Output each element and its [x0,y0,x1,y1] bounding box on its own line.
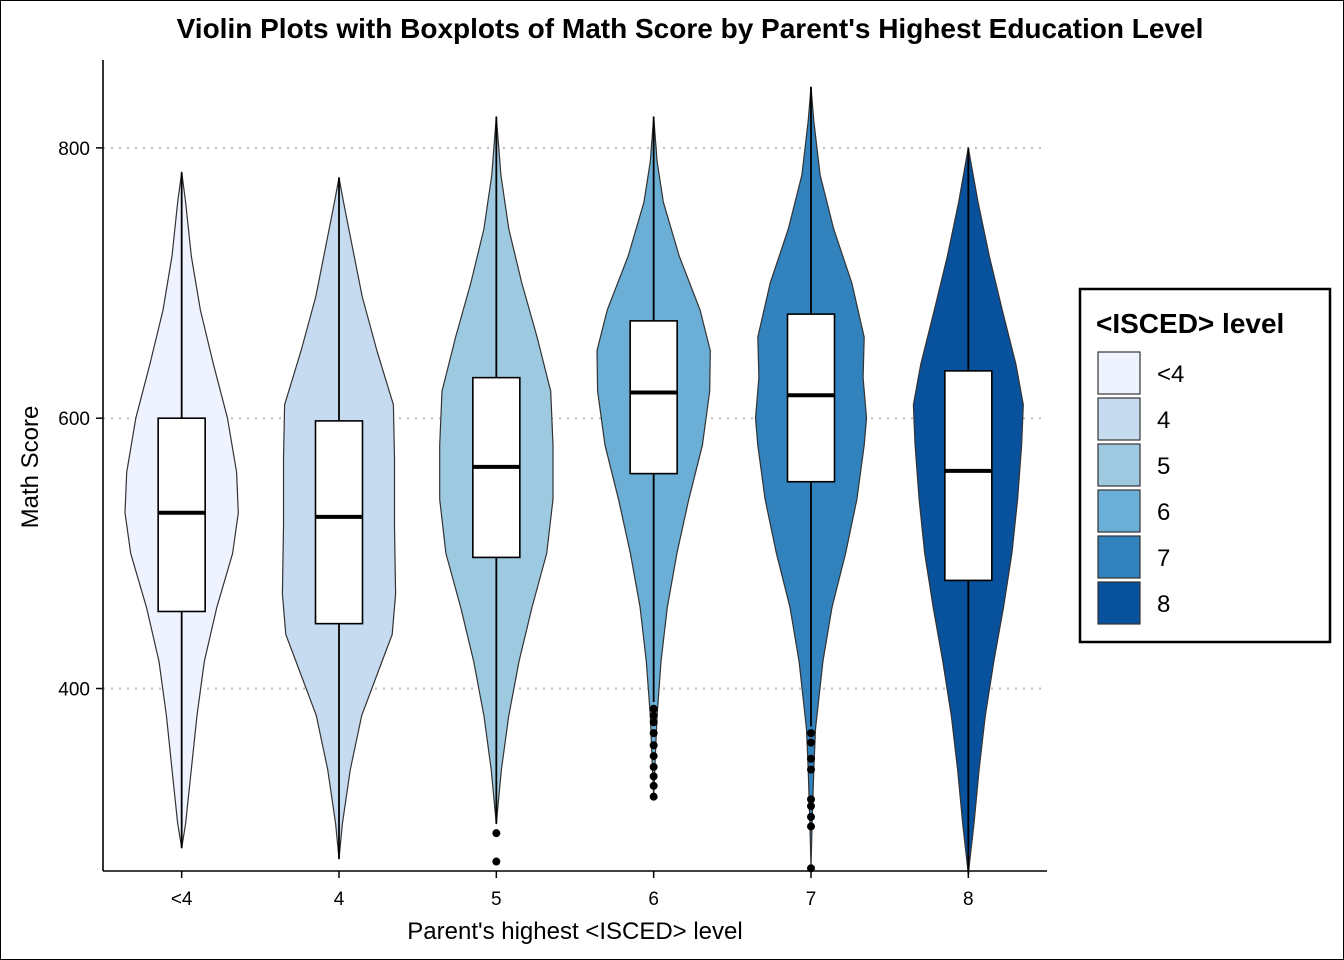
x-tick-label: 6 [648,889,659,910]
axes [102,60,1047,872]
legend-swatch [1097,443,1141,487]
box [314,420,364,625]
violin-group [912,147,1024,875]
outlier-point [807,729,815,738]
legend-label: 5 [1157,453,1170,480]
legend-swatch [1097,397,1141,441]
legend-label: 4 [1157,407,1170,434]
outlier-point [649,704,658,713]
box [786,313,836,483]
x-tick-label: 8 [963,889,974,910]
y-axis-label: Math Score [17,406,44,529]
y-tick-label: 400 [58,680,90,701]
violin-group [281,177,397,860]
outlier-point [807,738,815,747]
y-ticks: 400 600 800 [58,139,103,701]
legend-swatch [1097,489,1141,533]
violin-group [124,171,239,849]
x-tick-label: 7 [806,889,817,910]
outlier-point [807,754,815,763]
violins [124,86,1024,875]
box [157,417,206,613]
legend-swatch [1097,351,1141,395]
outlier-point [492,829,501,838]
outlier-point [649,762,658,771]
x-ticks: <4 4 5 6 7 8 [171,871,974,910]
outlier-point [807,765,815,774]
outlier-point [649,792,658,801]
y-tick-label: 600 [58,409,90,430]
y-tick-label: 800 [58,139,90,160]
outlier-point [492,857,501,866]
outlier-point [649,729,658,738]
legend-swatch [1097,581,1141,625]
x-tick-label: 4 [334,889,345,910]
legend: <ISCED> level <4 4 5 6 7 8 [1078,287,1332,644]
x-tick-label: <4 [171,889,193,910]
outlier-point [649,752,658,761]
grid-lines [103,146,1047,690]
violin-group [596,116,711,801]
outlier-point [649,718,658,727]
legend-label: <4 [1157,361,1184,388]
outlier-point [649,772,658,781]
legend-label: 7 [1157,545,1170,572]
outlier-point [807,822,815,831]
box [944,370,993,582]
legend-swatch [1097,535,1141,579]
legend-label: 6 [1157,499,1170,526]
chart-title: Violin Plots with Boxplots of Math Score… [177,13,1204,44]
box [629,320,678,475]
x-axis-label: Parent's highest <ISCED> level [407,918,742,945]
outlier-point [649,781,658,790]
legend-items: <4 4 5 6 7 8 [1097,351,1184,625]
legend-label: 8 [1157,591,1170,618]
outlier-point [807,795,815,804]
outlier-point [649,711,658,720]
x-tick-label: 5 [491,889,502,910]
violin-group [439,116,554,866]
legend-title: <ISCED> level [1096,308,1284,339]
outlier-point [807,802,815,811]
outlier-point [807,812,815,821]
violin-group [754,86,868,873]
outlier-point [649,741,658,750]
